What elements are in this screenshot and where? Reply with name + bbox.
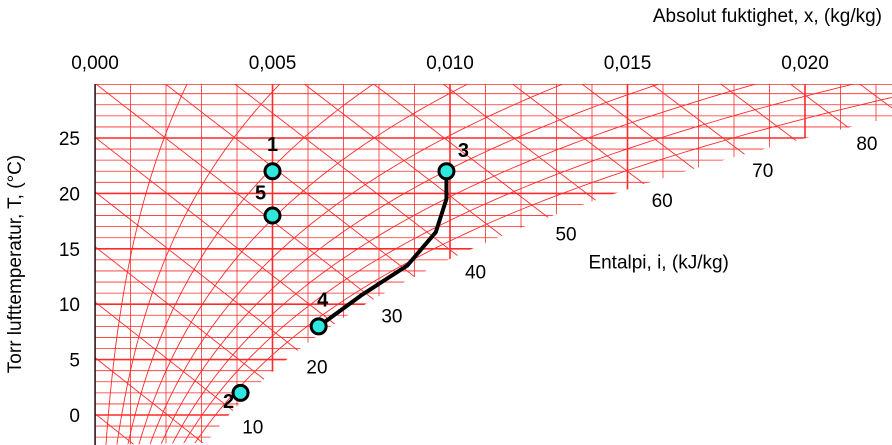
relative-humidity-curve [152, 84, 793, 445]
y-axis-title: Torr lufttemperatur, T, (°C) [5, 155, 26, 373]
state-point-2 [231, 383, 250, 402]
enthalpy-value-label: 40 [465, 263, 486, 284]
relative-humidity-curve [123, 84, 439, 445]
y-tick-label: 5 [69, 351, 80, 372]
state-point-label-3: 3 [458, 140, 469, 162]
state-point-3 [437, 162, 456, 181]
relative-humidity-curve [142, 84, 673, 445]
relative-humidity-curve [180, 84, 892, 445]
grid-lines [95, 84, 892, 445]
chart-marks [231, 162, 456, 402]
relative-humidity-curve [104, 84, 209, 445]
enthalpy-value-label: 50 [555, 224, 576, 245]
enthalpy-value-label: 10 [242, 417, 263, 438]
x-tick-label: 0,010 [426, 53, 474, 74]
enthalpy-value-label: 30 [381, 307, 402, 328]
enthalpy-value-label: 70 [752, 161, 773, 182]
y-tick-label: 15 [59, 240, 80, 261]
relative-humidity-curve [171, 84, 892, 445]
state-point-1 [263, 162, 282, 181]
enthalpy-title: Entalpi, i, (kJ/kg) [588, 253, 728, 274]
relative-humidity-curve [113, 84, 323, 445]
chart-grid [94, 84, 892, 445]
x-axis-title: Absolut fuktighet, x, (kg/kg) [653, 6, 882, 27]
y-tick-label: 10 [59, 295, 80, 316]
enthalpy-line [95, 84, 231, 445]
enthalpy-line [790, 84, 892, 445]
enthalpy-line [237, 84, 801, 445]
enthalpy-line [167, 84, 730, 445]
y-tick-label: 0 [69, 406, 80, 427]
state-point-5 [263, 206, 282, 225]
enthalpy-line [721, 84, 892, 445]
enthalpy-value-label: 60 [652, 191, 673, 212]
y-tick-label: 20 [59, 184, 80, 205]
enthalpy-line [444, 84, 892, 445]
relative-humidity-curve [161, 84, 892, 445]
state-point-label-5: 5 [255, 183, 266, 205]
relative-humidity-curve [132, 84, 555, 445]
state-point-label-4: 4 [317, 289, 329, 311]
state-point-label-2: 2 [223, 391, 234, 413]
enthalpy-line [306, 84, 872, 445]
process-curve [316, 169, 449, 329]
y-tick-label: 25 [59, 129, 80, 150]
x-tick-label: 0,000 [71, 53, 119, 74]
enthalpy-line [95, 84, 303, 445]
x-tick-label: 0,005 [249, 53, 297, 74]
enthalpy-line [583, 84, 892, 445]
enthalpy-line [95, 84, 374, 445]
enthalpy-value-label: 20 [306, 358, 327, 379]
enthalpy-value-label: 80 [856, 134, 877, 155]
x-tick-label: 0,015 [604, 53, 652, 74]
enthalpy-line [652, 84, 892, 445]
state-point-4 [309, 317, 328, 336]
x-tick-label: 0,020 [781, 53, 829, 74]
state-point-label-1: 1 [267, 134, 278, 156]
enthalpy-line [375, 84, 892, 445]
